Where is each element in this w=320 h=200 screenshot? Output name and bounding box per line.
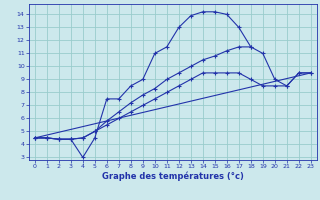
- X-axis label: Graphe des températures (°c): Graphe des températures (°c): [102, 172, 244, 181]
